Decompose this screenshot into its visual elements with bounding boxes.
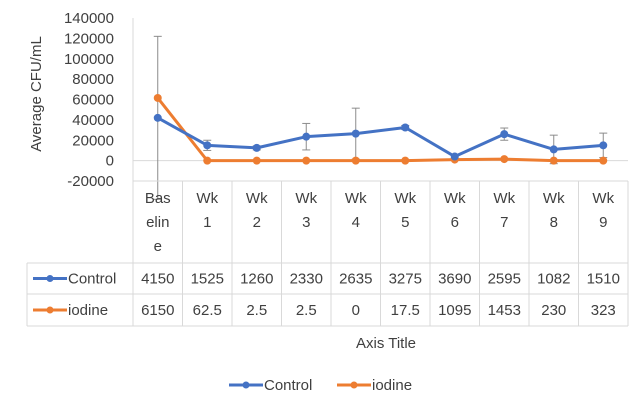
category-label: 3 (302, 214, 310, 231)
category-label: 2 (253, 214, 261, 231)
table-cell-value: 2330 (290, 271, 323, 288)
category-label: 1 (203, 214, 211, 231)
table-cell-value: 1510 (587, 271, 620, 288)
table-cell-value: 62.5 (193, 302, 222, 319)
table-cell-value: 3275 (389, 271, 422, 288)
table-cell-value: 17.5 (391, 302, 420, 319)
table-legend-key-marker (46, 306, 54, 314)
category-label: 9 (599, 214, 607, 231)
table-cell-value: 4150 (141, 271, 174, 288)
legend-label: iodine (372, 377, 412, 394)
data-point-iodine (203, 156, 212, 165)
x-axis-title: Axis Title (356, 335, 416, 352)
category-label: 7 (500, 214, 508, 231)
category-label: elin (146, 214, 169, 231)
data-point-control (549, 145, 558, 154)
table-cell-value: 1260 (240, 271, 273, 288)
table-series-name: Control (68, 271, 116, 288)
y-tick-label: 140000 (64, 10, 114, 27)
data-point-control (599, 141, 608, 150)
data-point-iodine (302, 156, 311, 165)
category-label: Wk (295, 190, 317, 207)
legend-key-marker (242, 381, 250, 389)
table-cell-value: 2.5 (246, 302, 267, 319)
table-cell-value: 1095 (438, 302, 471, 319)
y-tick-label: 100000 (64, 51, 114, 68)
legend-label: Control (264, 377, 312, 394)
legend-key-marker (350, 381, 358, 389)
data-point-iodine (351, 156, 360, 165)
y-tick-label: 120000 (64, 30, 114, 47)
data-point-control (203, 141, 212, 150)
category-label: Wk (394, 190, 416, 207)
category-label: Wk (493, 190, 515, 207)
data-point-control (401, 123, 410, 132)
data-point-iodine (599, 156, 608, 165)
y-tick-label: -20000 (67, 173, 114, 190)
category-label: 8 (550, 214, 558, 231)
category-label: Wk (592, 190, 614, 207)
table-cell-value: 1453 (488, 302, 521, 319)
category-label: Wk (444, 190, 466, 207)
category-label: Wk (246, 190, 268, 207)
data-point-control (500, 130, 509, 139)
data-point-iodine (153, 93, 162, 102)
y-tick-label: 0 (106, 153, 114, 170)
table-cell-value: 1525 (191, 271, 224, 288)
data-point-control (153, 113, 162, 122)
y-axis-title: Average CFU/mL (28, 36, 45, 152)
category-label: 5 (401, 214, 409, 231)
data-point-iodine (500, 155, 509, 164)
data-point-iodine (549, 156, 558, 165)
category-label: Wk (196, 190, 218, 207)
legend: Control iodine (229, 377, 412, 394)
series-line-iodine (156, 97, 604, 163)
y-tick-label: 40000 (72, 112, 114, 129)
table-cell-value: 1082 (537, 271, 570, 288)
category-label: Bas (145, 190, 171, 207)
data-point-control (351, 129, 360, 138)
category-label: Wk (345, 190, 367, 207)
data-point-iodine (252, 156, 261, 165)
table-cell-value: 3690 (438, 271, 471, 288)
table-cell-value: 323 (591, 302, 616, 319)
table-legend-key-marker (46, 275, 54, 282)
data-point-control (302, 132, 311, 141)
data-point-control (450, 152, 459, 161)
table-cell-value: 6150 (141, 302, 174, 319)
table-cell-value: 230 (541, 302, 566, 319)
category-label: 6 (451, 214, 459, 231)
series-line-control (157, 116, 604, 159)
table-cell-value: 0 (352, 302, 360, 319)
table-cell-value: 2.5 (296, 302, 317, 319)
category-label: 4 (352, 214, 360, 231)
y-tick-label: 60000 (72, 92, 114, 109)
y-tick-label: 80000 (72, 71, 114, 88)
table-cell-value: 2635 (339, 271, 372, 288)
data-point-iodine (401, 156, 410, 165)
category-label: e (154, 238, 162, 255)
table-cell-value: 2595 (488, 271, 521, 288)
data-point-control (252, 143, 261, 152)
table-series-name: iodine (68, 302, 108, 319)
y-tick-label: 20000 (72, 132, 114, 149)
category-label: Wk (543, 190, 565, 207)
